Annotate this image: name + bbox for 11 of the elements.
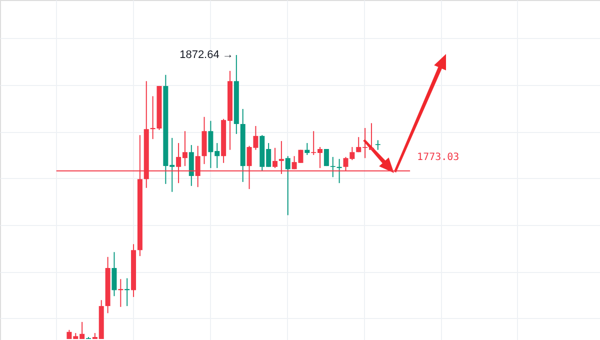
candlestick [330, 156, 336, 178]
candlestick [285, 156, 290, 216]
candlestick [272, 147, 278, 169]
candlestick [368, 122, 374, 150]
candlestick [112, 252, 117, 297]
annotation: 1872.64 → [180, 49, 234, 61]
candlestick [324, 148, 329, 167]
candlestick [375, 140, 380, 150]
candlestick [304, 142, 310, 156]
candlestick [188, 144, 194, 186]
text: 1773.03 [417, 152, 460, 163]
